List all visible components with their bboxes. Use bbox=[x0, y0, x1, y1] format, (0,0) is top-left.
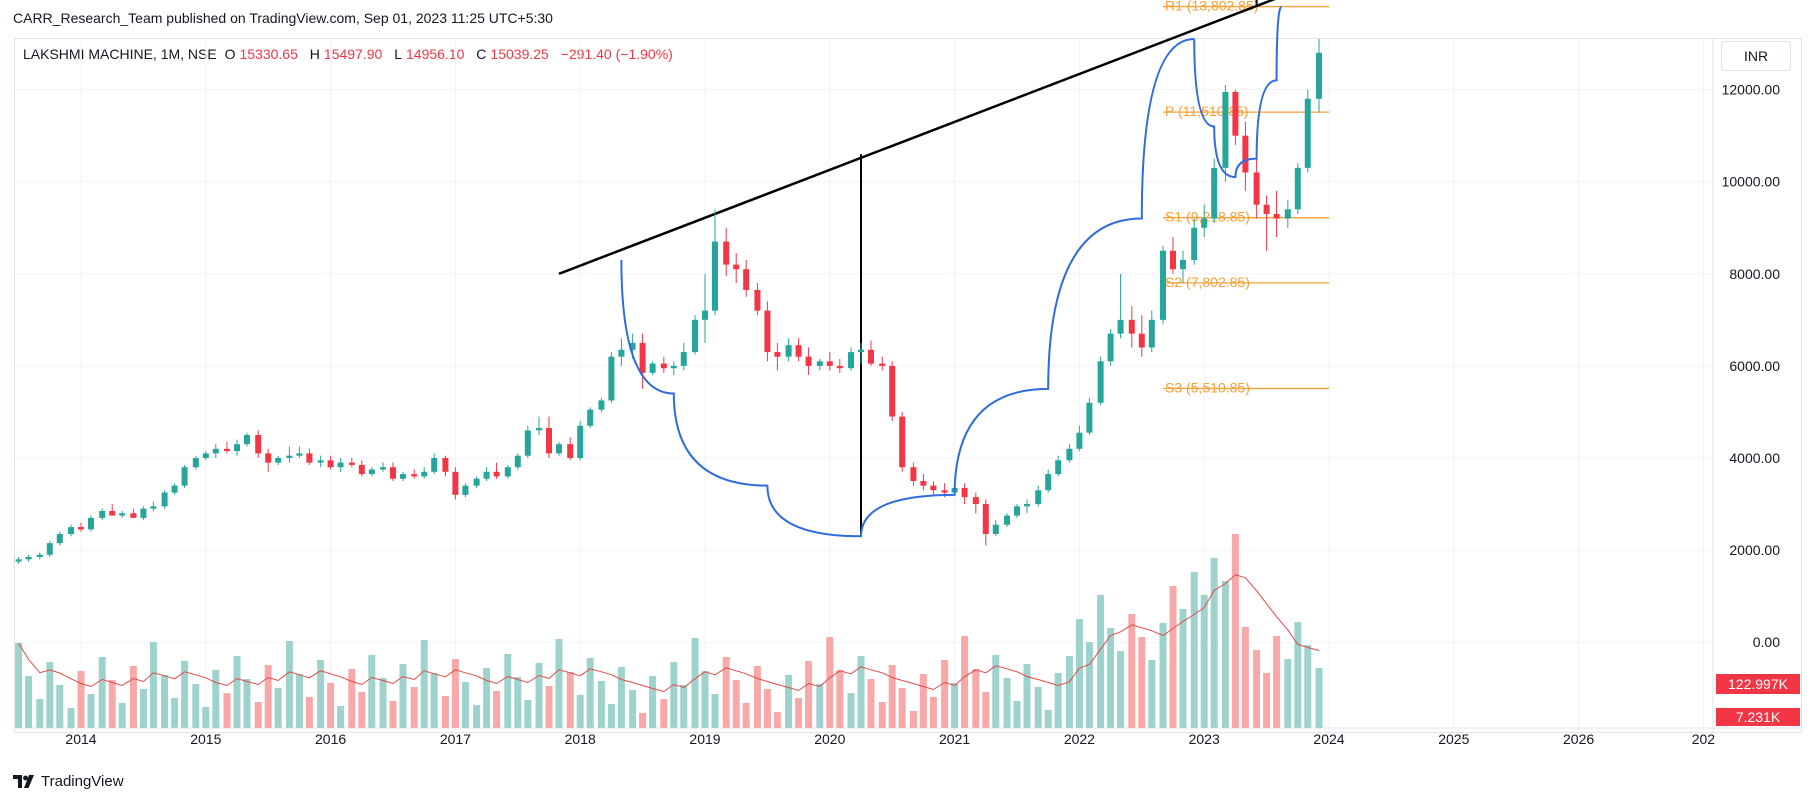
x-tick-label: 2016 bbox=[315, 731, 346, 747]
x-tick-label: 2024 bbox=[1313, 731, 1344, 747]
currency-button[interactable]: INR bbox=[1721, 41, 1791, 71]
x-tick-label: 2025 bbox=[1438, 731, 1469, 747]
x-tick-label: 2015 bbox=[190, 731, 221, 747]
x-tick-label: 2019 bbox=[689, 731, 720, 747]
chart-frame[interactable] bbox=[14, 38, 1802, 733]
low-label: L bbox=[394, 46, 402, 62]
x-tick-label: 2014 bbox=[65, 731, 96, 747]
x-tick-label: 202 bbox=[1692, 731, 1716, 747]
symbol-legend: LAKSHMI MACHINE, 1M, NSE O 15330.65 H 1549… bbox=[23, 46, 677, 62]
tradingview-brand-label: TradingView bbox=[41, 773, 124, 790]
high-label: H bbox=[309, 46, 320, 62]
x-tick-label: 2026 bbox=[1563, 731, 1594, 747]
x-tick-label: 2020 bbox=[814, 731, 845, 747]
publisher-line: CARR_Research_Team published on TradingV… bbox=[13, 10, 553, 26]
tradingview-logo-icon bbox=[13, 774, 34, 788]
tradingview-brand[interactable]: TradingView bbox=[13, 773, 124, 790]
x-tick-label: 2023 bbox=[1189, 731, 1220, 747]
x-tick-label: 2021 bbox=[939, 731, 970, 747]
high-value: 15497.90 bbox=[323, 46, 383, 62]
open-value: 15330.65 bbox=[239, 46, 298, 62]
x-tick-label: 2022 bbox=[1064, 731, 1095, 747]
x-tick-label: 2017 bbox=[440, 731, 471, 747]
close-value: 15039.25 bbox=[490, 46, 549, 62]
symbol-name[interactable]: LAKSHMI MACHINE, 1M, NSE bbox=[23, 46, 217, 62]
low-value: 14956.10 bbox=[406, 46, 465, 62]
pivot-label: R1 (13,802.85) bbox=[1165, 0, 1258, 14]
x-tick-label: 2018 bbox=[565, 731, 596, 747]
close-label: C bbox=[476, 46, 487, 62]
open-label: O bbox=[224, 46, 236, 62]
change-value: −291.40 (−1.90%) bbox=[560, 46, 673, 62]
